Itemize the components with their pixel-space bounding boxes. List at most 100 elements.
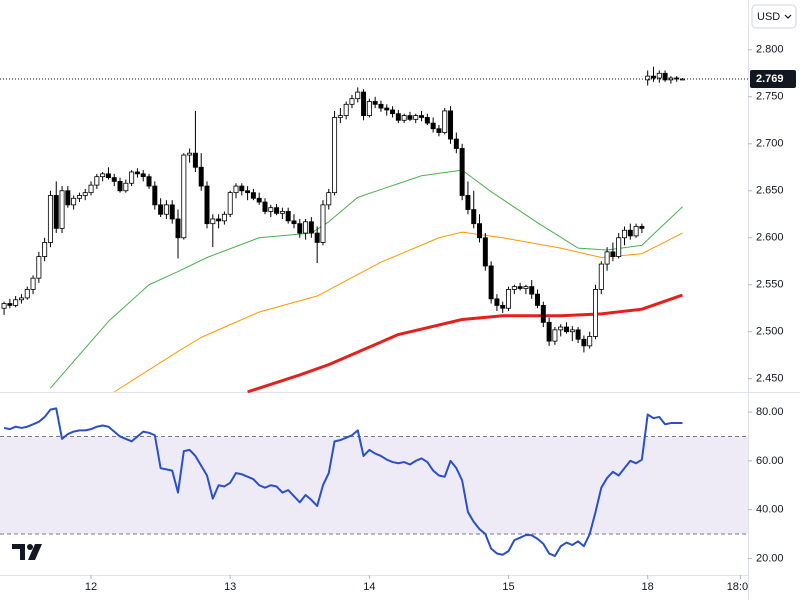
candle-body	[442, 110, 448, 133]
candle-body	[274, 207, 280, 214]
y-tick-label: 2.800	[756, 44, 784, 56]
candle-body	[1, 303, 7, 309]
candle-body	[622, 229, 627, 239]
rsi-band	[0, 436, 748, 535]
candle-body	[488, 265, 494, 300]
candle-body	[53, 195, 59, 229]
currency-button-frame[interactable]	[751, 4, 797, 29]
candle-body	[349, 98, 355, 105]
candle-body	[129, 171, 135, 184]
candle-body	[633, 226, 639, 237]
candle-body	[500, 305, 506, 309]
candle-body	[477, 223, 483, 239]
y-tick-label: 2.450	[756, 373, 784, 385]
y-tick-label: 2.650	[756, 185, 784, 197]
candle-body	[250, 192, 256, 199]
currency-button[interactable]: USD	[751, 4, 797, 29]
last-price-badge	[750, 69, 796, 88]
candle-body	[117, 180, 123, 192]
rsi-line	[3, 407, 683, 557]
candle-body	[575, 329, 581, 340]
candle-body	[494, 298, 500, 306]
candle-body	[616, 237, 622, 257]
candle-body	[355, 91, 361, 100]
candle-body	[291, 220, 297, 225]
candle-body	[303, 221, 309, 234]
candle-body	[337, 115, 343, 118]
candle-body	[546, 321, 552, 342]
candle-body	[627, 229, 633, 237]
candle-body	[535, 293, 541, 306]
candle-body	[210, 218, 216, 225]
candle-body	[42, 242, 48, 257]
candle-body	[192, 152, 198, 168]
dropdown-chevron[interactable]	[784, 14, 792, 19]
candle-body	[320, 204, 326, 243]
x-tick-label: 18:00	[727, 581, 755, 593]
candle-body	[645, 75, 651, 81]
candle-body	[395, 113, 401, 121]
candle-body	[401, 115, 407, 121]
candle-body	[581, 338, 587, 347]
candle-body	[94, 176, 100, 186]
candle-body	[175, 218, 181, 239]
candle-body	[88, 184, 94, 194]
candle-body	[448, 110, 454, 140]
candle-body	[419, 115, 425, 118]
candle-body	[511, 286, 517, 290]
candle-body	[407, 115, 413, 120]
candle-body	[279, 211, 285, 214]
candle-body	[76, 195, 82, 199]
candle-body	[134, 171, 140, 175]
candle-body	[662, 72, 668, 81]
candle-body	[650, 75, 656, 79]
candle-body	[384, 107, 390, 111]
candle-body	[140, 173, 146, 178]
candle-body	[18, 297, 24, 301]
candle-body	[65, 190, 71, 206]
candle-body	[59, 190, 65, 229]
candle-body	[610, 251, 616, 257]
candle-body	[552, 329, 558, 342]
candle-body	[361, 91, 367, 116]
tradingview-logo	[12, 544, 42, 560]
candle-body	[163, 204, 169, 215]
candle-body	[256, 197, 262, 203]
candle-body	[424, 117, 430, 124]
candle-body	[146, 176, 152, 187]
candle-body	[564, 326, 569, 333]
candle-body	[593, 289, 598, 337]
candle-body	[465, 195, 471, 210]
candle-body	[482, 237, 488, 267]
candle-body	[262, 201, 268, 212]
candle-body	[436, 128, 442, 133]
candle-body	[540, 305, 546, 323]
candle-body	[459, 148, 465, 196]
candle-body	[656, 72, 662, 79]
candle-body	[239, 185, 245, 192]
candle-body	[105, 173, 111, 179]
y-tick-label: 40.00	[756, 504, 784, 516]
logo-slash	[28, 544, 42, 560]
candle-body	[204, 185, 210, 225]
currency-label[interactable]: USD	[757, 11, 780, 23]
candle-body	[181, 154, 187, 239]
candle-body	[390, 109, 396, 115]
y-tick-label: 2.500	[756, 326, 784, 338]
moving-average-line	[50, 169, 683, 389]
candle-body	[30, 277, 36, 290]
x-tick-label: 18	[642, 581, 654, 593]
candle-body	[471, 209, 477, 225]
candle-body	[198, 166, 204, 187]
candle-body	[378, 103, 384, 109]
candle-body	[529, 286, 535, 295]
candle-body	[233, 185, 239, 194]
candle-body	[297, 223, 303, 234]
candle-body	[523, 286, 529, 289]
candle-body	[430, 122, 436, 130]
last-price-label: 2.769	[756, 73, 784, 85]
candle-body	[100, 173, 106, 178]
candle-body	[366, 101, 372, 116]
